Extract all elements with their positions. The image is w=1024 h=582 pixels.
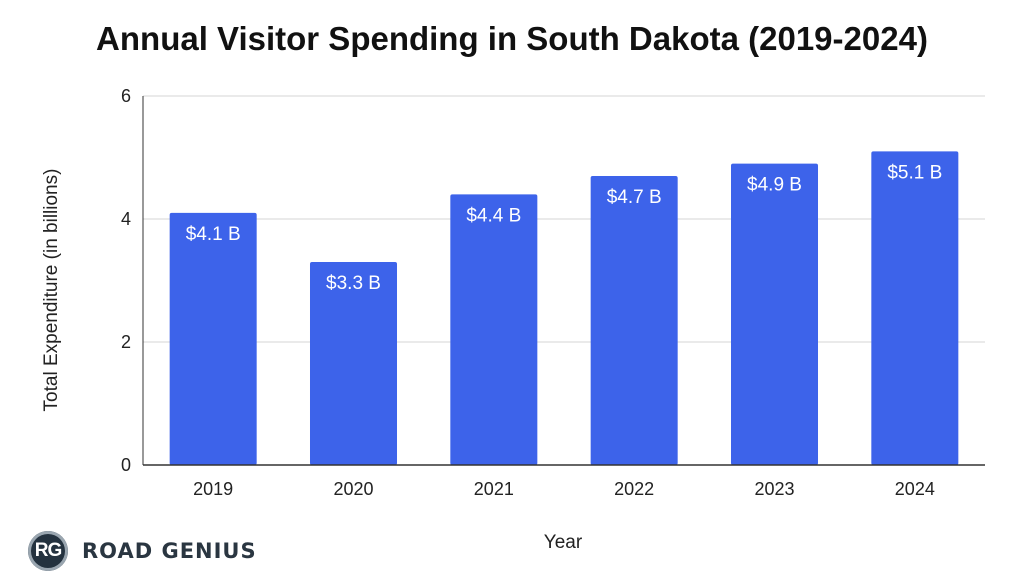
bar-2024 xyxy=(871,151,959,465)
bar-2022 xyxy=(590,175,678,465)
x-axis-ticks: 2019 2020 2021 2022 2023 2024 xyxy=(193,479,935,499)
y-tick-label: 6 xyxy=(121,86,131,106)
data-labels: $4.1 B $3.3 B $4.4 B $4.7 B $4.9 B $5.1 B xyxy=(186,162,943,294)
data-label-2024: $5.1 B xyxy=(887,162,942,183)
data-label-2019: $4.1 B xyxy=(186,224,241,245)
bar-2021 xyxy=(450,194,538,465)
x-tick-label: 2023 xyxy=(754,479,794,499)
logo-wordmark: ROAD GENIUS xyxy=(82,539,257,563)
data-label-2022: $4.7 B xyxy=(607,187,662,208)
y-tick-label: 4 xyxy=(121,209,131,229)
x-axis-title: Year xyxy=(544,532,583,553)
road-genius-logo: RG ROAD GENIUS xyxy=(28,530,257,572)
data-label-2020: $3.3 B xyxy=(326,273,381,294)
logo-badge-icon: RG xyxy=(28,531,68,571)
bar-2019 xyxy=(169,212,257,465)
y-tick-label: 2 xyxy=(121,332,131,352)
x-tick-label: 2024 xyxy=(895,479,935,499)
y-axis-title: Total Expenditure (in billions) xyxy=(41,169,62,412)
data-label-2021: $4.4 B xyxy=(466,205,521,226)
data-label-2023: $4.9 B xyxy=(747,175,802,196)
bar-2023 xyxy=(730,163,819,465)
bar-2020 xyxy=(309,262,398,465)
y-axis-ticks: 0 2 4 6 xyxy=(121,86,131,475)
y-tick-label: 0 xyxy=(121,455,131,475)
bars xyxy=(169,151,959,465)
x-tick-label: 2022 xyxy=(614,479,654,499)
x-tick-label: 2021 xyxy=(474,479,514,499)
x-tick-label: 2020 xyxy=(333,479,373,499)
x-tick-label: 2019 xyxy=(193,479,233,499)
chart-title: Annual Visitor Spending in South Dakota … xyxy=(96,20,928,57)
gridlines xyxy=(143,95,985,343)
